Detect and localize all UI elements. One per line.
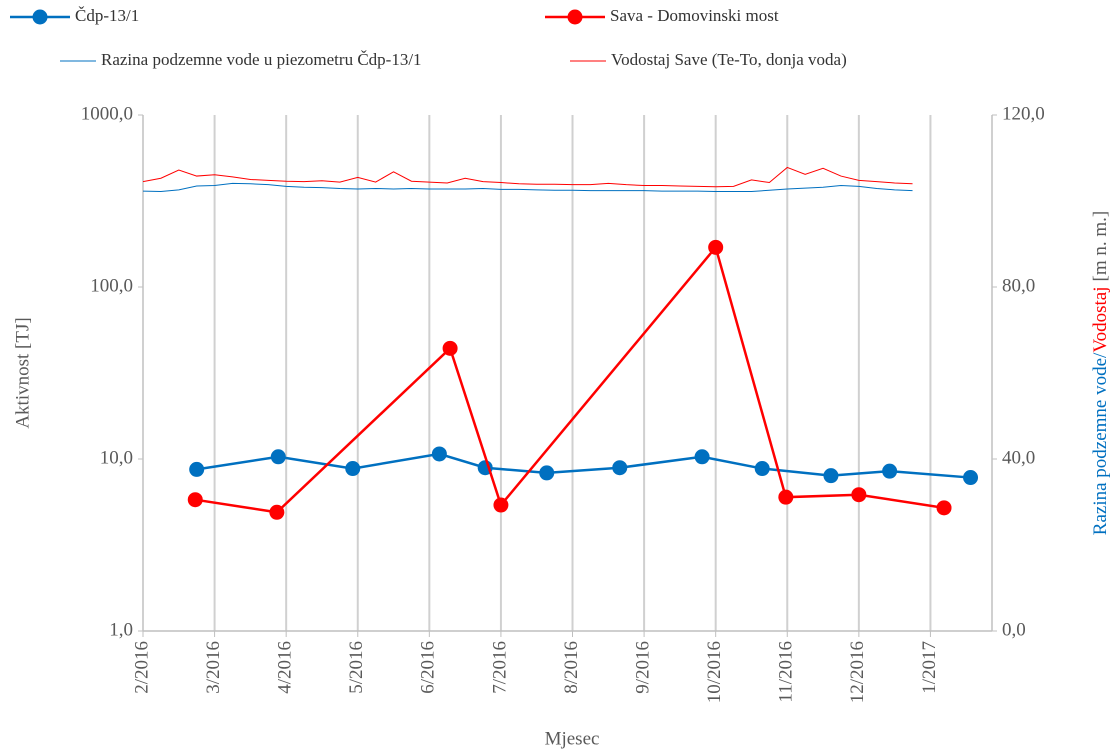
data-point <box>187 492 203 508</box>
x-tick-label: 5/2016 <box>346 641 367 694</box>
x-tick-label: 10/2016 <box>704 641 725 703</box>
legend-marker <box>567 9 583 25</box>
legend-label: Razina podzemne vode u piezometru Čdp-13… <box>101 50 422 69</box>
y-tick-label: 1,0 <box>109 619 133 640</box>
data-point <box>270 449 286 465</box>
x-tick-label: 11/2016 <box>776 641 797 703</box>
x-tick-label: 2/2016 <box>131 641 152 694</box>
data-point <box>963 470 979 486</box>
y2-tick-label: 40,0 <box>1002 447 1035 468</box>
data-point <box>442 340 458 356</box>
data-point <box>754 461 770 477</box>
y-tick-label: 1000,0 <box>81 103 133 124</box>
y2-axis-title-part: [m n. m.] <box>1090 211 1111 282</box>
legend-label: Sava - Domovinski most <box>610 6 779 25</box>
data-point <box>851 487 867 503</box>
y2-tick-label: 120,0 <box>1002 103 1045 124</box>
x-tick-label: 7/2016 <box>489 641 510 694</box>
data-point <box>823 468 839 484</box>
data-point <box>936 500 952 516</box>
x-tick-label: 9/2016 <box>632 641 653 694</box>
x-tick-label: 12/2016 <box>847 641 868 703</box>
data-point <box>539 465 555 481</box>
series-line <box>196 452 971 479</box>
data-point <box>708 239 724 255</box>
y2-tick-label: 80,0 <box>1002 275 1035 296</box>
x-tick-label: 1/2017 <box>919 641 940 694</box>
data-point <box>778 489 794 505</box>
data-point <box>694 449 710 465</box>
data-point <box>269 504 285 520</box>
y2-axis-title-part: Vodostaj <box>1090 287 1111 353</box>
data-point <box>493 497 509 513</box>
series-line <box>195 244 945 514</box>
y-axis-title: Aktivnost [TJ] <box>12 317 33 428</box>
x-tick-label: 3/2016 <box>203 641 224 694</box>
y2-axis-title: Razina podzemne vode/Vodostaj [m n. m.] <box>1090 211 1111 535</box>
y2-axis-title-part: Razina podzemne vode/ <box>1090 352 1111 535</box>
data-point <box>345 461 361 477</box>
data-point <box>882 463 898 479</box>
series-line <box>142 166 913 188</box>
y2-tick-label: 0,0 <box>1002 619 1026 640</box>
x-axis-title: Mjesec <box>545 728 600 749</box>
legend-label: Vodostaj Save (Te-To, donja voda) <box>611 50 847 69</box>
data-point <box>612 460 628 476</box>
x-tick-label: 6/2016 <box>418 641 439 694</box>
series-line <box>142 182 913 193</box>
y-tick-label: 100,0 <box>90 275 133 296</box>
x-tick-label: 4/2016 <box>275 641 296 694</box>
legend-label: Čdp-13/1 <box>75 6 139 25</box>
legend-marker <box>32 9 48 25</box>
data-point <box>431 446 447 462</box>
data-point <box>189 461 205 477</box>
x-tick-label: 8/2016 <box>561 641 582 694</box>
y-tick-label: 10,0 <box>100 447 133 468</box>
